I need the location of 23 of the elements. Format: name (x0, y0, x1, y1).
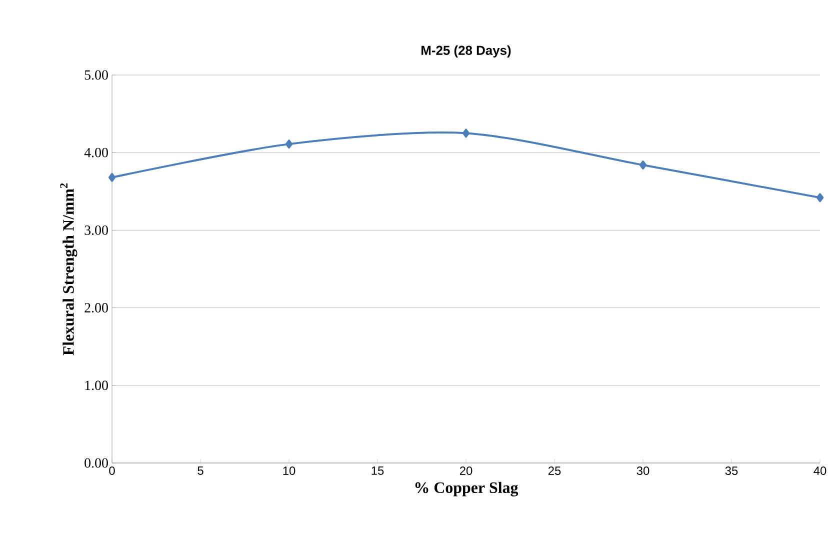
y-axis-title: Flexural Strength N/mm$^{2}$ (60, 183, 78, 356)
x-axis-title: % Copper Slag (415, 482, 518, 496)
y-tick-label: 0.00 (84, 458, 108, 468)
y-tick-label: 4.00 (84, 148, 108, 158)
point (639, 160, 647, 170)
y-tick-label: 2.00 (84, 303, 108, 313)
x-tick-label: 15 (372, 466, 384, 475)
y-tick-label: 1.00 (85, 380, 108, 390)
point (816, 193, 824, 202)
x-tick-label: 40 (814, 466, 826, 475)
point (108, 172, 116, 182)
point (462, 128, 470, 138)
x-tick-label: 25 (548, 466, 561, 475)
x-tick-label: 0 (109, 466, 115, 475)
chart-title: M-25 (28 Days) (422, 45, 511, 58)
x-tick-label: 30 (636, 466, 650, 475)
y-tick-label: 5.00 (84, 70, 108, 80)
point (285, 140, 293, 149)
x-tick-label: 10 (283, 466, 296, 475)
y-tick-label: 3.00 (84, 225, 108, 235)
x-tick-label: 5 (198, 466, 204, 475)
x-tick-label: 20 (460, 466, 472, 475)
x-tick-label: 35 (725, 466, 738, 475)
